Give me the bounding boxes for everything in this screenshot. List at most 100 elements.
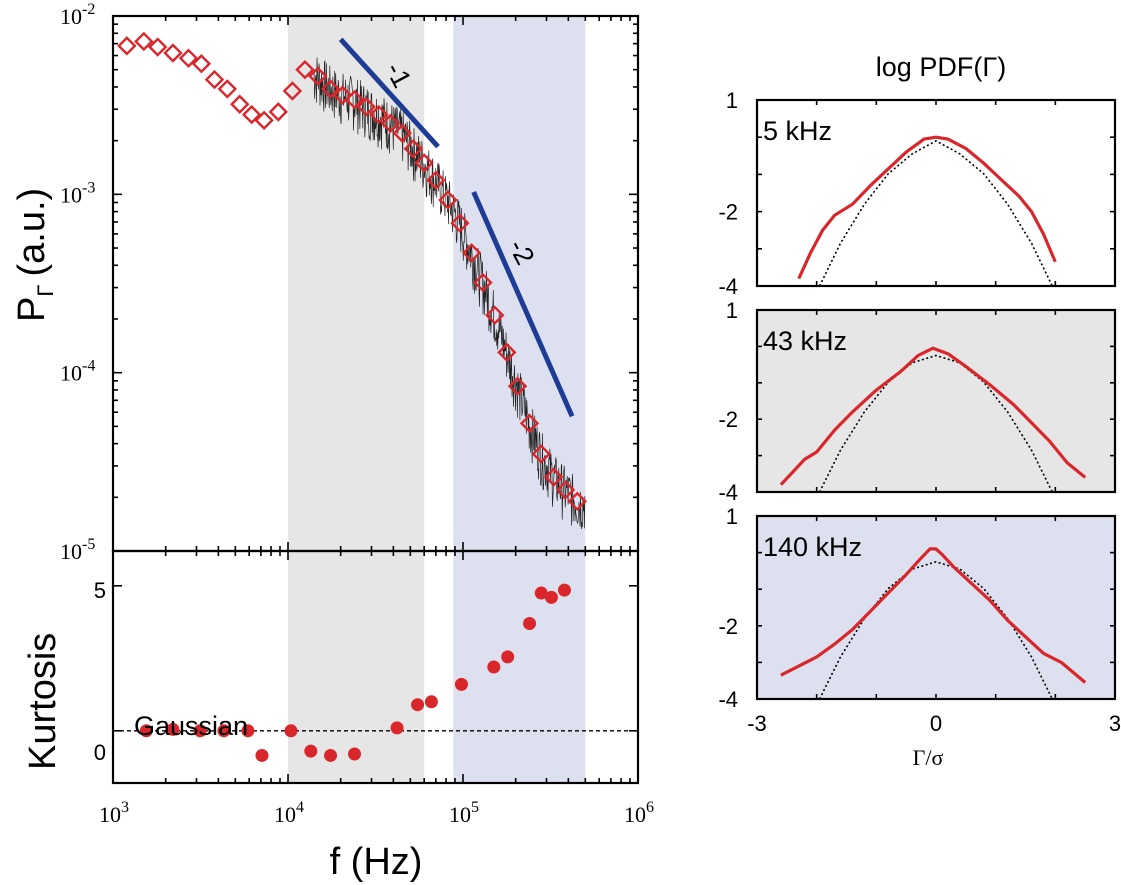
spectrum-point <box>555 480 576 500</box>
spectrum-point <box>497 342 517 363</box>
measured-pdf-curve <box>779 346 1087 486</box>
spectrum-point <box>438 190 458 210</box>
band-grey <box>288 16 425 783</box>
raw-spectrum-trace <box>313 57 586 530</box>
spectrum-point <box>544 467 564 487</box>
ylabel-unit: (a.u.) <box>11 188 53 277</box>
kurtosis-point <box>217 724 231 738</box>
kurtosis-ticks <box>113 584 638 732</box>
pdf-ytick-label: -2 <box>718 407 738 432</box>
spectrum-point <box>230 94 250 114</box>
pdf-xtick-label: 3 <box>1109 711 1121 736</box>
kurtosis-point <box>255 748 269 762</box>
slope-line-2 <box>471 191 575 418</box>
spectrum-point <box>117 36 137 56</box>
spectrum-point <box>163 43 183 63</box>
kurtosis-frame <box>111 549 640 785</box>
kurtosis-points <box>139 583 571 762</box>
spectrum-point <box>178 48 199 68</box>
frequency-bands <box>288 16 586 783</box>
spectrum-point <box>308 66 328 86</box>
spectrum-point <box>134 31 154 52</box>
spectrum-point <box>217 79 238 99</box>
gaussian-curve <box>818 354 1054 492</box>
spectrum-ytick-label: 10-3 <box>60 179 95 207</box>
kurtosis-point <box>348 747 362 761</box>
pdf-panel-background <box>757 310 1115 492</box>
kurtosis-point <box>304 744 318 758</box>
spectrum-point <box>450 213 470 233</box>
pdf-ytick-label: -4 <box>718 274 738 299</box>
kurtosis-point <box>523 617 537 630</box>
pdf-panel-label: 140 kHz <box>763 532 862 562</box>
raw-spectrum-line <box>313 57 586 530</box>
spectrum-ytick-labels: 10-2 10-3 10-4 10-5 <box>60 1 95 564</box>
kurtosis-panel: 103 104 105 106 Gaussian Kurtosis 5 0 f (Hz… <box>22 578 654 883</box>
pdf-ytick-label: 1 <box>726 504 738 529</box>
kurtosis-point <box>557 583 571 597</box>
spectrum-point <box>369 104 389 125</box>
kurtosis-ylabel: Kurtosis <box>22 633 64 770</box>
svg-text:PΓ(a.u.): PΓ (a.u.) <box>11 188 58 322</box>
kurtosis-point <box>501 650 515 664</box>
kurtosis-point <box>193 724 207 738</box>
spectrum-point <box>254 110 274 131</box>
spectrum-point <box>268 102 288 122</box>
spectrum-point <box>344 89 365 110</box>
spectrum-point <box>485 305 505 325</box>
pdf-panel-label: 5 kHz <box>763 116 832 146</box>
kurtosis-point <box>166 722 180 736</box>
measured-pdf-curve <box>797 135 1057 280</box>
pdf-panel-2: 1 -2 -4 43 kHz <box>718 298 1117 505</box>
kurtosis-point <box>544 590 558 604</box>
spectrum-point <box>507 376 528 396</box>
spectrum-point <box>531 444 551 464</box>
pdf-ytick-label: 1 <box>726 88 738 113</box>
kurtosis-ytick-5: 5 <box>94 578 106 603</box>
spectrum-ytick-label: 10-2 <box>60 1 95 29</box>
pdf-title: log PDF(Γ) <box>876 52 1006 82</box>
frequency-tick-label: 103 <box>99 799 129 827</box>
kurtosis-point <box>139 724 153 738</box>
spectrum-point <box>241 104 262 125</box>
gaussian-label: Gaussian <box>134 711 248 741</box>
spectrum-point <box>414 153 434 173</box>
frequency-xlabel: f (Hz) <box>330 841 423 883</box>
frequency-tick-labels: 103 104 105 106 <box>99 799 654 827</box>
spectrum-point <box>426 170 446 190</box>
pdf-ytick-label: -2 <box>718 200 738 225</box>
pdf-ytick-label: 1 <box>726 298 738 323</box>
spectrum-point <box>332 85 353 105</box>
pdf-xtick-label: -3 <box>747 711 767 736</box>
gaussian-curve <box>818 560 1054 699</box>
spectrum-point <box>282 81 303 101</box>
spectrum-point <box>461 243 482 263</box>
spectrum-point <box>147 37 168 57</box>
spectrum-point <box>392 123 413 143</box>
slope-line-1 <box>338 37 440 149</box>
spectrum-point <box>403 139 423 159</box>
kurtosis-point <box>390 721 404 735</box>
spectrum-ytick-label: 10-5 <box>60 536 95 564</box>
kurtosis-point <box>424 695 438 709</box>
pdf-panels: 1 -2 -4 5 kHz 1 -2 -4 43 kHz 1 -2 -4 140 kHz -3 0 3 <box>718 88 1121 736</box>
spectrum-point <box>519 413 540 434</box>
pdf-panel-1: 1 -2 -4 5 kHz <box>718 88 1117 299</box>
kurtosis-point <box>324 748 338 762</box>
ylabel-p: P <box>11 297 53 322</box>
kurtosis-point <box>241 724 255 738</box>
ylabel-gamma-sub: Γ <box>33 285 58 297</box>
pdf-xlabel: Γ/σ <box>913 745 944 770</box>
spectrum-point <box>191 54 212 74</box>
spectrum-ytick-label: 10-4 <box>60 358 95 386</box>
spectrum-ylabel: PΓ (a.u.) <box>11 188 58 322</box>
kurtosis-point <box>454 677 468 691</box>
pdf-ytick-label: -2 <box>718 614 738 639</box>
pdf-panel-background <box>757 100 1115 286</box>
kurtosis-point <box>284 724 298 738</box>
frequency-tick-label: 106 <box>624 799 654 827</box>
frequency-tick-label: 104 <box>274 799 304 827</box>
kurtosis-point <box>487 660 501 674</box>
frequency-tick-label: 105 <box>449 799 479 827</box>
